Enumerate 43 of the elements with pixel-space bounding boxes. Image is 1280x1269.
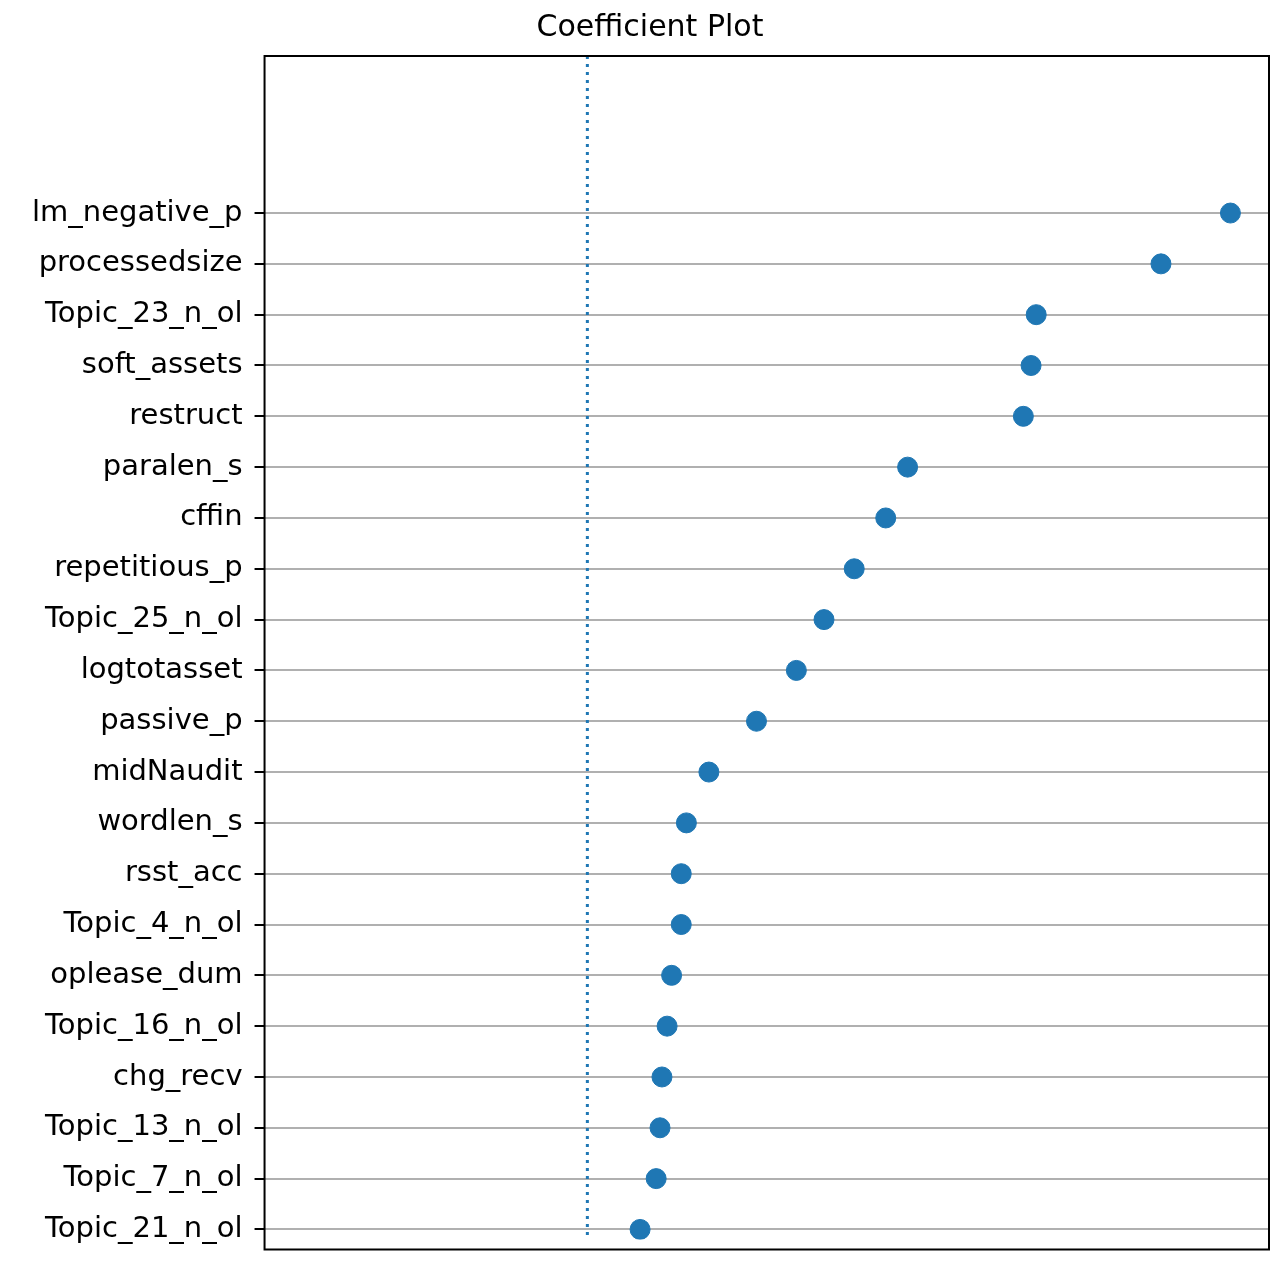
- chart-title: Coefficient Plot: [536, 7, 764, 43]
- y-tick-label: logtotasset: [80, 650, 243, 685]
- y-tick-label: processedsize: [38, 244, 243, 279]
- y-tick-label: midNaudit: [92, 752, 243, 787]
- point: [645, 1168, 667, 1190]
- point: [1012, 405, 1034, 427]
- point: [675, 812, 697, 834]
- point: [670, 914, 692, 936]
- point: [651, 1066, 673, 1088]
- point: [661, 964, 683, 986]
- y-tick-label: passive_p: [100, 701, 243, 736]
- y-tick-label: lm_negative_p: [31, 193, 243, 228]
- y-tick-label: restruct: [129, 396, 243, 431]
- y-tick-label: soft_assets: [81, 346, 243, 381]
- point: [745, 710, 767, 732]
- point: [629, 1218, 651, 1240]
- y-tick-label: Topic_4_n_ol: [62, 905, 243, 940]
- point: [897, 456, 919, 478]
- point: [785, 659, 807, 681]
- y-tick-label: Topic_21_n_ol: [44, 1209, 243, 1244]
- point: [1025, 304, 1047, 326]
- point: [813, 609, 835, 631]
- y-tick-label: chg_recv: [113, 1057, 243, 1092]
- y-tick-label: wordlen_s: [97, 803, 243, 838]
- y-tick-label: Topic_13_n_ol: [44, 1108, 243, 1143]
- point: [698, 761, 720, 783]
- y-tick-label: Topic_25_n_ol: [44, 600, 243, 635]
- point: [1150, 253, 1172, 275]
- y-tick-label: repetitious_p: [54, 549, 243, 584]
- y-tick-label: oplease_dum: [50, 955, 243, 990]
- y-tick-label: rsst_acc: [124, 854, 243, 889]
- y-tick-label: cffin: [180, 498, 243, 533]
- y-tick-label: Topic_7_n_ol: [62, 1159, 243, 1194]
- point: [670, 863, 692, 885]
- point: [649, 1117, 671, 1139]
- y-tick-label: paralen_s: [102, 447, 243, 482]
- point: [843, 558, 865, 580]
- y-tick-label: Topic_23_n_ol: [44, 295, 243, 330]
- point: [1020, 354, 1042, 376]
- point: [1219, 202, 1241, 224]
- point: [875, 507, 897, 529]
- y-tick-label: Topic_16_n_ol: [44, 1006, 243, 1041]
- point: [656, 1015, 678, 1037]
